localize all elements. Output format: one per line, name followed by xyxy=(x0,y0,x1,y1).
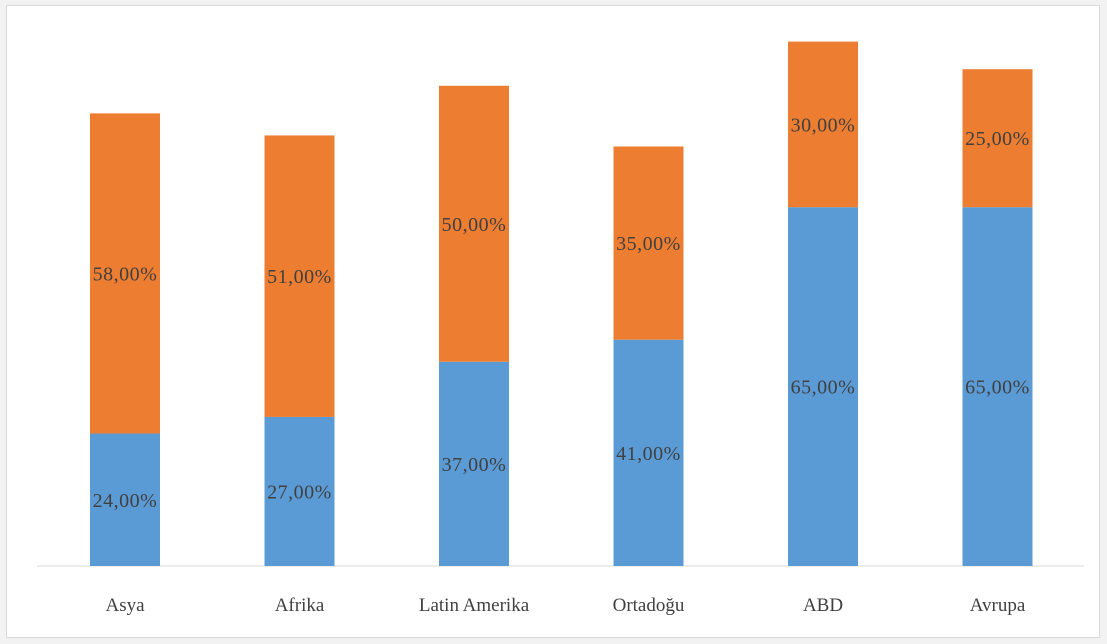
bar-segment-1-2 xyxy=(264,416,335,566)
data-label-1-4: 41,00% xyxy=(616,443,681,465)
category-label-5: ABD xyxy=(803,595,843,616)
data-label-1-3: 37,00% xyxy=(442,454,507,476)
bar-segment-2-6 xyxy=(962,69,1033,208)
bar-segment-2-1 xyxy=(90,113,160,434)
bar-segment-1-1 xyxy=(90,433,160,566)
category-label-6: Avrupa xyxy=(970,595,1026,616)
bar-segment-2-3 xyxy=(439,85,509,362)
category-label-2: Afrika xyxy=(275,595,325,616)
data-label-2-6: 25,00% xyxy=(965,128,1030,150)
bars-group xyxy=(90,41,1033,566)
chart-frame xyxy=(6,5,1100,638)
data-label-1-2: 27,00% xyxy=(267,481,332,503)
data-label-2-1: 58,00% xyxy=(93,263,158,285)
bar-segment-1-3 xyxy=(439,361,509,566)
bar-segment-1-5 xyxy=(788,207,858,566)
category-labels-group: Asya Afrika Latin Amerika Ortadoğu ABD Avrupa xyxy=(105,595,1025,616)
category-label-1: Asya xyxy=(105,595,145,616)
data-label-2-3: 50,00% xyxy=(442,214,507,236)
data-label-1-6: 65,00% xyxy=(965,377,1030,399)
data-label-1-1: 24,00% xyxy=(93,490,158,512)
data-labels-group: 24,00% 58,00% 27,00% 51,00% 37,00% 50,00% 41,0… xyxy=(93,114,1030,511)
data-label-1-5: 65,00% xyxy=(791,377,856,399)
category-label-4: Ortadoğu xyxy=(613,595,685,616)
bar-segment-1-4 xyxy=(613,339,684,566)
data-label-2-4: 35,00% xyxy=(616,233,681,255)
category-label-3: Latin Amerika xyxy=(419,595,530,616)
data-label-2-5: 30,00% xyxy=(791,114,856,136)
bar-segment-1-6 xyxy=(962,207,1033,566)
data-label-2-2: 51,00% xyxy=(267,266,332,288)
bar-segment-2-2 xyxy=(264,135,335,417)
bar-segment-2-5 xyxy=(788,41,858,208)
bar-segment-2-4 xyxy=(613,146,684,340)
